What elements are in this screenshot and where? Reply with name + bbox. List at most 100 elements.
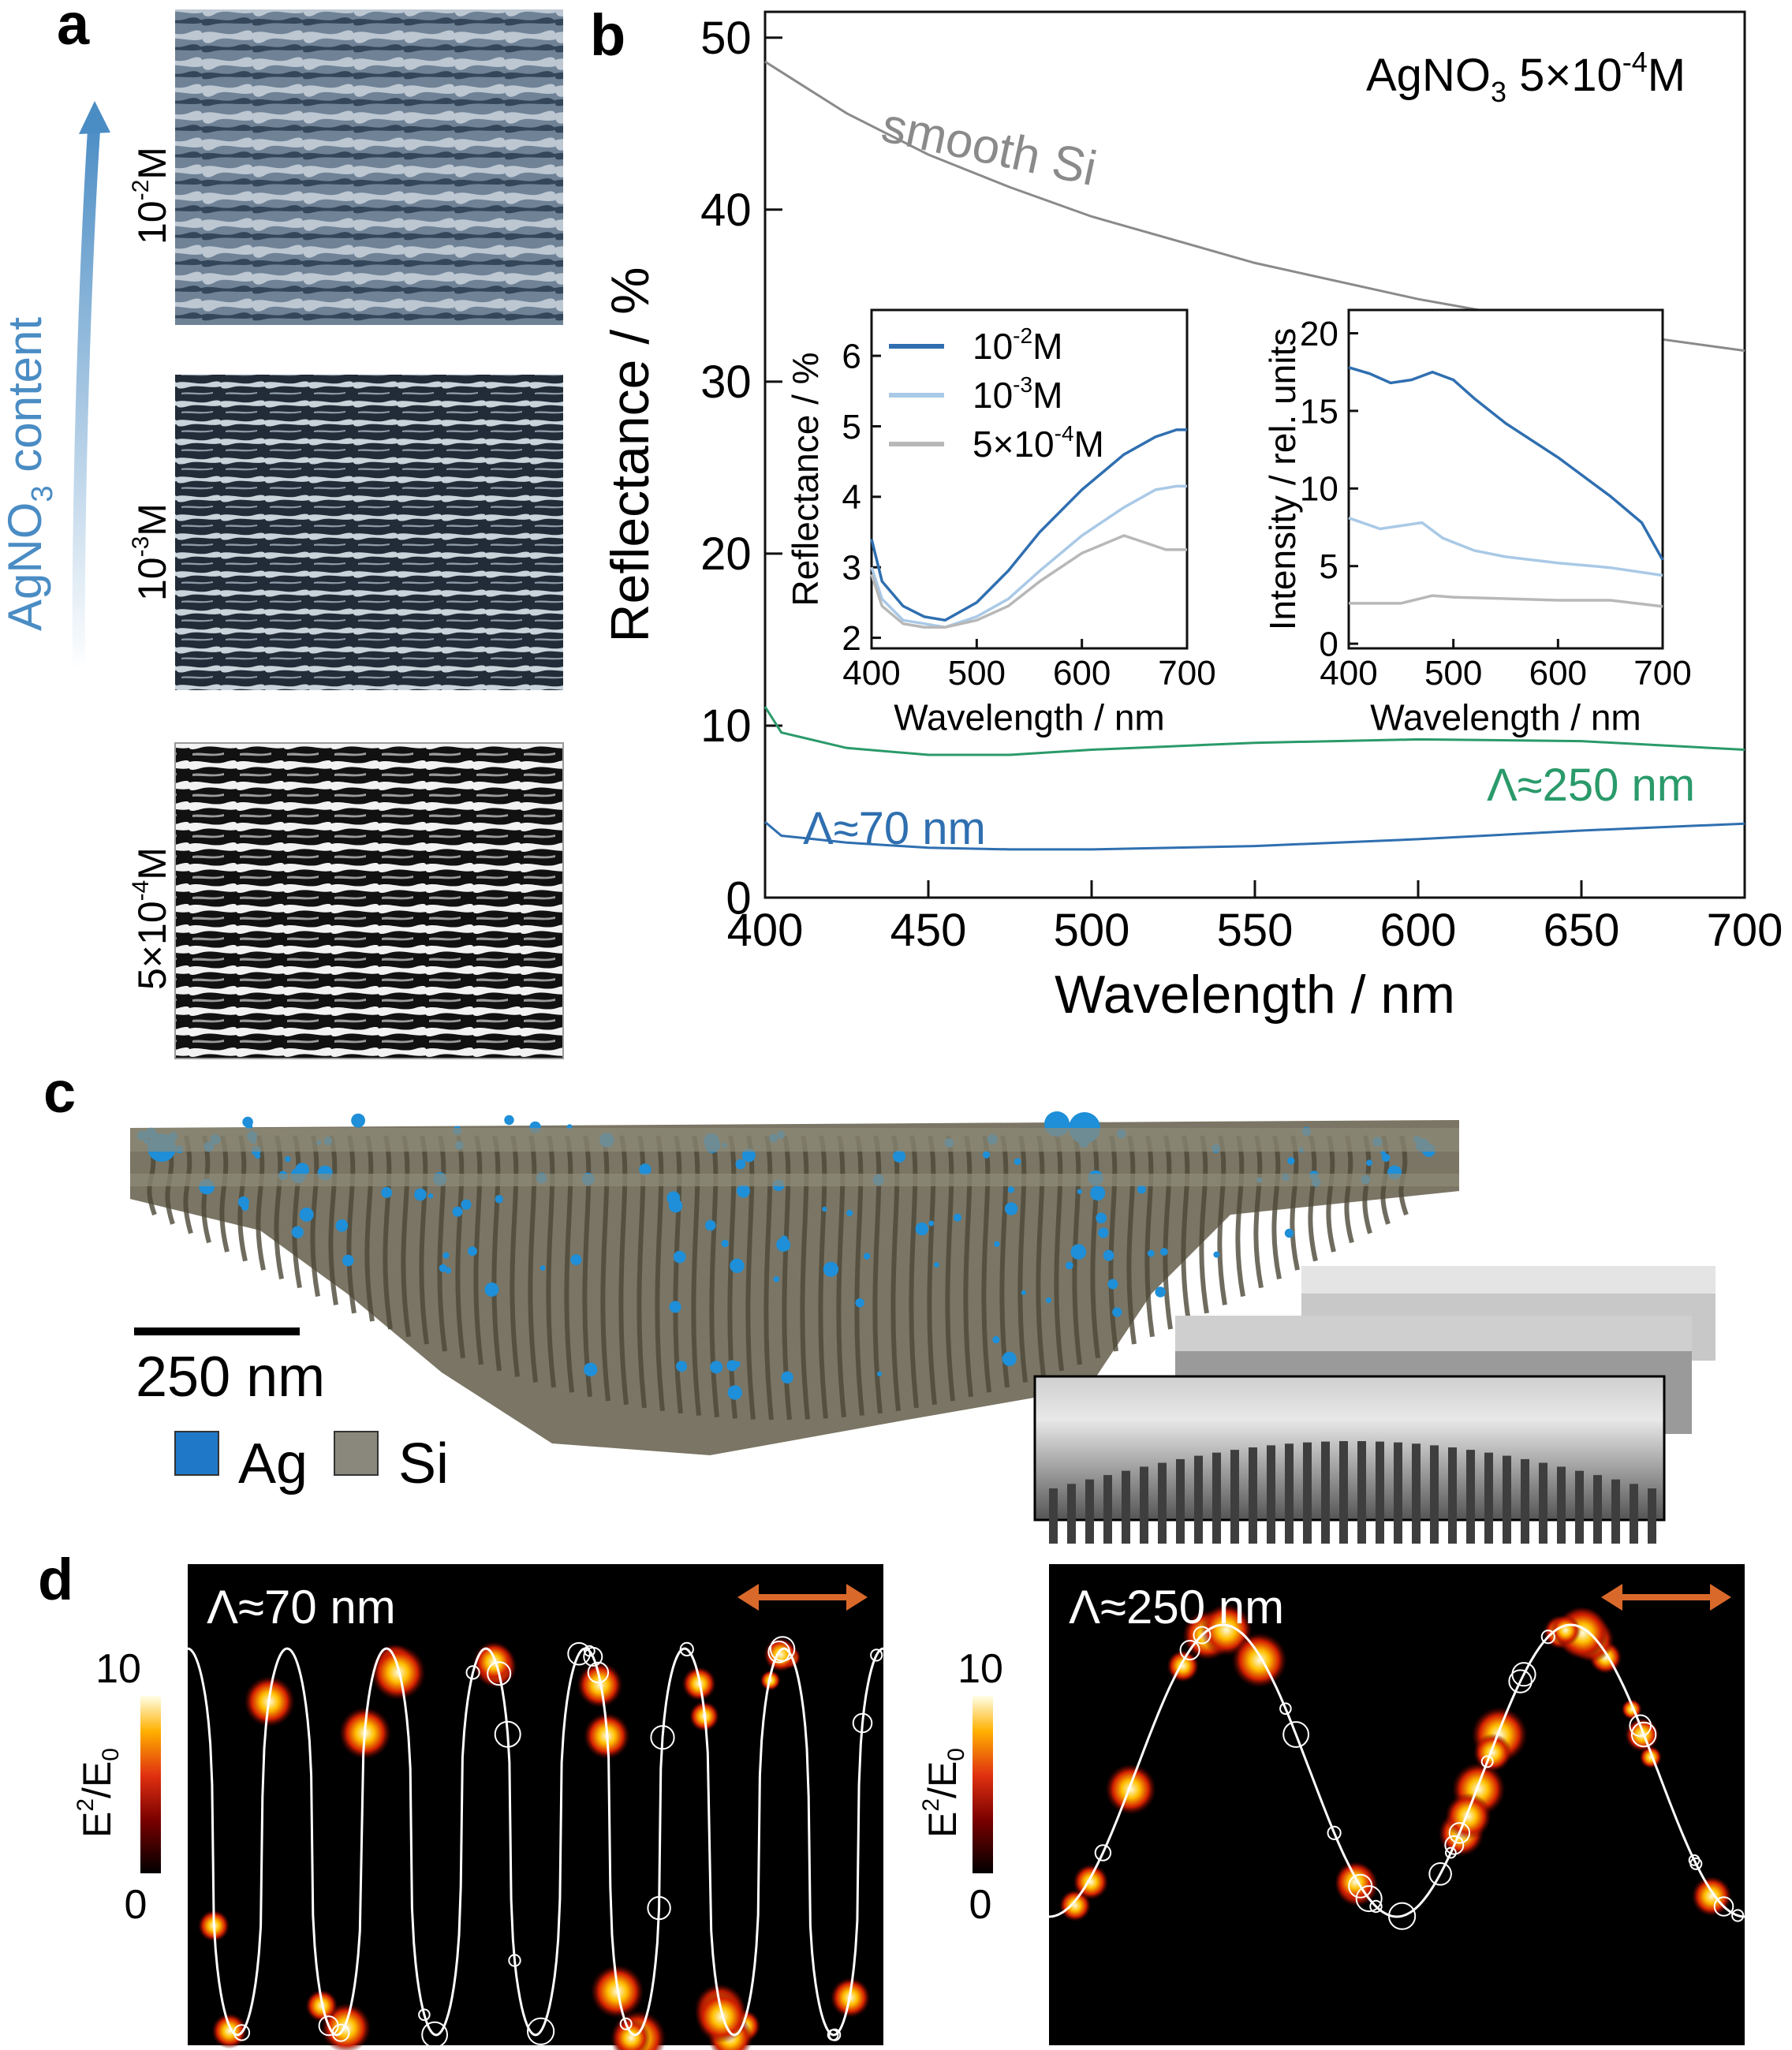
y-tick-label: 6 <box>842 337 861 375</box>
y-axis-title: Intensity / rel. units <box>1262 328 1303 631</box>
y-tick-label: 5 <box>842 408 861 446</box>
ag-particle <box>676 1361 688 1372</box>
ag-particle <box>705 1219 716 1231</box>
ag-particle <box>1004 1202 1018 1215</box>
ag-particle <box>584 1362 598 1377</box>
y-tick-label: 0 <box>1319 625 1338 663</box>
si-fiber <box>673 1135 683 1414</box>
ag-particle <box>461 1199 472 1210</box>
ag-particle <box>1007 1186 1015 1193</box>
ag-nanoparticle <box>1448 1822 1471 1844</box>
series-line <box>1348 366 1664 561</box>
y-axis-title: Reflectance / % <box>785 352 826 606</box>
si-fiber <box>763 1135 774 1421</box>
si-fiber <box>1036 1135 1046 1377</box>
x-tick-label: 700 <box>1707 905 1783 956</box>
ag-particle <box>484 1282 499 1297</box>
si-spike <box>1593 1475 1602 1544</box>
ag-particle <box>846 1209 853 1216</box>
ag-nanoparticle <box>769 1636 796 1662</box>
ag-particle <box>495 1195 503 1204</box>
field-hotspot <box>1550 1615 1581 1645</box>
field-hotspot <box>1105 1764 1156 1815</box>
ag-particle <box>504 1115 514 1126</box>
ag-particle <box>669 1301 681 1313</box>
si-fiber <box>691 1135 701 1416</box>
si-fiber <box>1054 1135 1064 1372</box>
si-fiber <box>1017 1135 1028 1383</box>
si-spike <box>1339 1441 1348 1544</box>
ag-particle <box>1155 1286 1166 1298</box>
curve-label-lambda-250: Λ≈250 nm <box>1487 760 1695 811</box>
y-axis-title: Reflectance / % <box>600 267 660 642</box>
si-fiber <box>364 1135 375 1322</box>
ag-nanoparticle <box>1689 1857 1703 1870</box>
si-fiber <box>818 1135 828 1419</box>
ag-particle <box>1287 1157 1295 1165</box>
ag-particle <box>539 1265 546 1271</box>
panel-label-c: c <box>43 1059 76 1125</box>
ag-nanoparticle <box>508 1954 521 1967</box>
ag-nanoparticle <box>1480 1755 1494 1768</box>
ag-nanoparticle <box>828 2028 842 2041</box>
ag-nanoparticle <box>1179 1640 1200 1660</box>
sem-image-1e-3M <box>175 375 563 690</box>
x-tick-label: 400 <box>727 905 804 956</box>
ag-particle <box>439 1264 447 1272</box>
ag-nanoparticle <box>1444 1835 1465 1855</box>
field-hotspot <box>1445 1793 1491 1840</box>
ag-particle <box>295 1163 310 1177</box>
si-fiber <box>1199 1135 1209 1314</box>
scale-bar-label: 250 nm <box>136 1346 325 1409</box>
ag-nanoparticle <box>870 1649 883 1662</box>
ag-nanoparticle <box>1282 1721 1309 1748</box>
ag-particle <box>442 1252 450 1259</box>
si-spike <box>1103 1475 1112 1544</box>
ag-particle <box>291 1226 304 1238</box>
legend-si: Si <box>334 1431 449 1495</box>
ag-nanoparticle <box>1630 1721 1657 1748</box>
sem-label-5e-4M: 5×10-4M <box>128 847 174 990</box>
legend-ag: Ag <box>174 1431 308 1495</box>
ag-particle <box>1147 1249 1155 1257</box>
si-spike <box>1249 1447 1257 1544</box>
y-tick-label: 5 <box>1319 547 1338 586</box>
si-spike <box>1539 1462 1547 1544</box>
ag-nanoparticle <box>487 1661 512 1686</box>
si-fiber <box>292 1135 302 1289</box>
ag-nanoparticle <box>1540 1630 1555 1645</box>
ag-particle <box>1014 1158 1021 1165</box>
si-spike <box>1158 1462 1167 1544</box>
field-map-lambda-70 <box>187 1564 884 2050</box>
ag-nanoparticle <box>1388 1902 1417 1930</box>
ag-particle <box>1065 1261 1073 1270</box>
ag-nanoparticle <box>1713 1896 1734 1917</box>
ag-nanoparticle <box>567 1641 591 1666</box>
legend-label: 10-3M <box>973 372 1062 416</box>
ag-particle <box>427 1193 434 1199</box>
ag-particle <box>1021 1290 1026 1295</box>
si-spike <box>1085 1479 1094 1544</box>
map-title-lambda-250: Λ≈250 nm <box>1069 1581 1284 1634</box>
ag-particle <box>668 1199 683 1213</box>
ag-nanoparticle <box>1327 1825 1342 1840</box>
ag-particle <box>1213 1251 1220 1258</box>
ag-nanoparticle <box>494 1720 521 1748</box>
ag-nanoparticle <box>852 1712 873 1734</box>
si-fiber <box>927 1135 937 1406</box>
ag-particle <box>781 1371 793 1384</box>
legend-label: 10-2M <box>973 323 1062 367</box>
ag-particle <box>1070 1244 1087 1260</box>
ag-nanoparticle <box>1629 1714 1652 1738</box>
si-fiber <box>854 1135 864 1416</box>
si-spike <box>1140 1466 1148 1544</box>
series-line <box>1348 517 1663 577</box>
field-hotspot <box>1073 1864 1109 1900</box>
si-spike <box>1049 1488 1058 1544</box>
si-spike <box>1557 1466 1566 1544</box>
field-hotspot <box>1473 1733 1512 1772</box>
map70-surface-profile <box>187 1647 884 2037</box>
x-tick-label: 500 <box>1424 654 1482 693</box>
ag-particle <box>1077 1189 1083 1194</box>
